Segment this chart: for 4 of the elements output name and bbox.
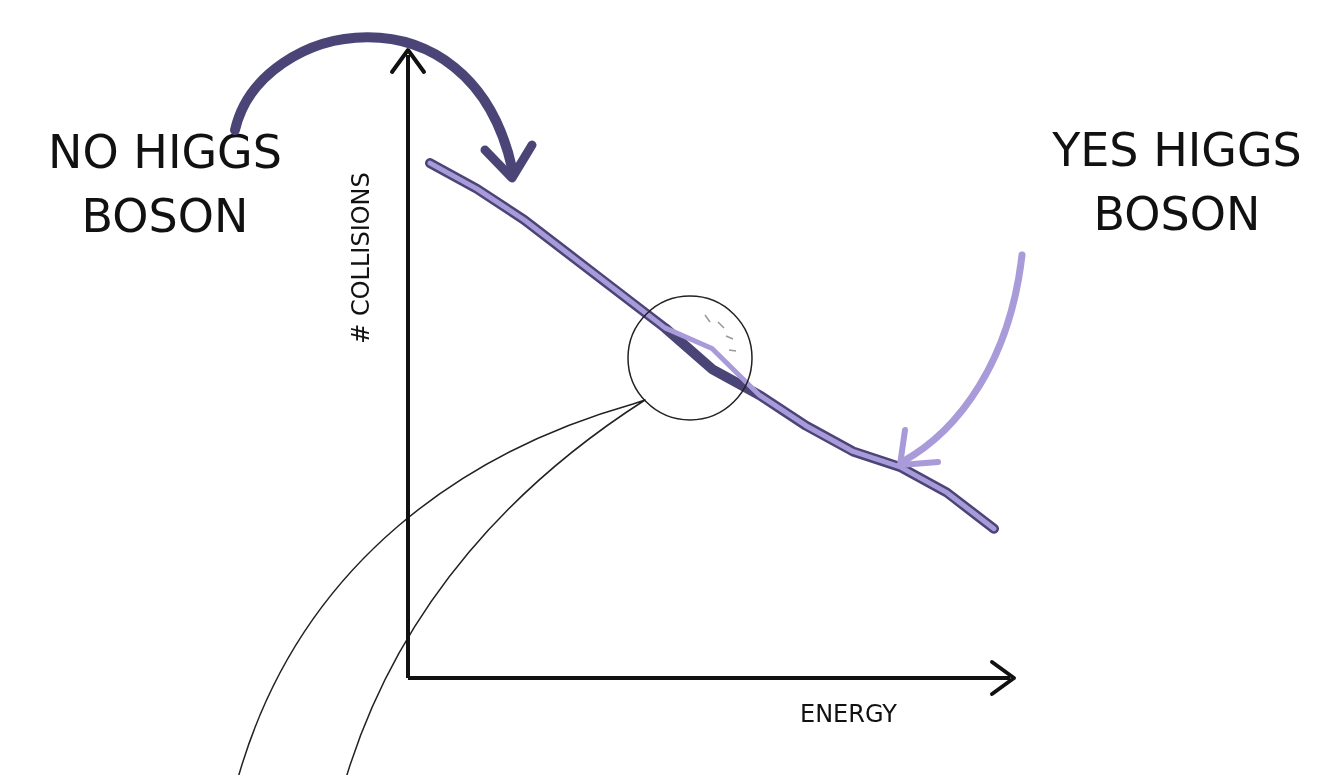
text: NO HIGGS BOSON	[47, 124, 283, 245]
x-axis-title: ENERGY	[800, 700, 898, 728]
y-axis-title: # COLLISIONS	[347, 171, 376, 346]
text: YES HIGGS BOSON	[1051, 122, 1303, 243]
